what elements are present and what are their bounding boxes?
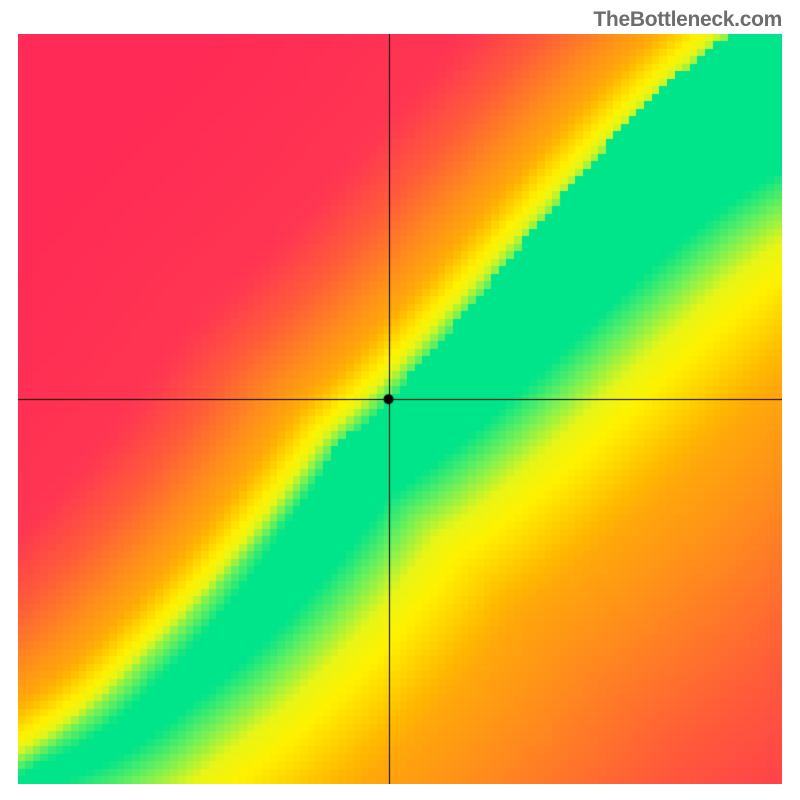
bottleneck-heatmap [18,34,782,784]
watermark-label: TheBottleneck.com [593,8,782,32]
heatmap-canvas [18,34,782,784]
